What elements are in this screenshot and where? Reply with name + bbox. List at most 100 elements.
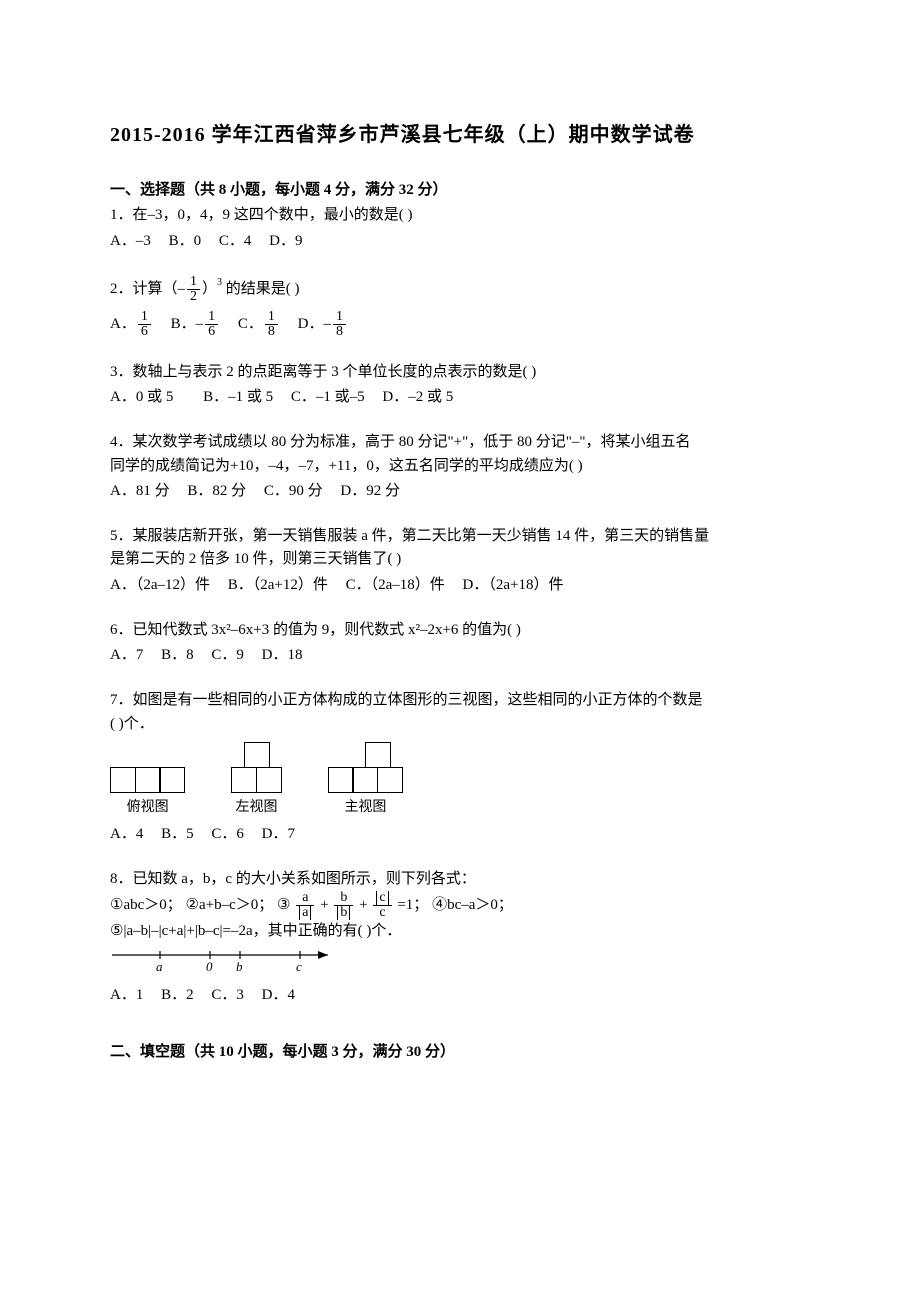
q2-opt-c: C．18 [238, 310, 280, 339]
question-3: 3．数轴上与表示 2 的点距离等于 3 个单位长度的点表示的数是( ) A．0 … [110, 361, 810, 410]
q2d-num: 1 [333, 310, 346, 325]
q8-items: ①abc＞0； ②a+b–c＞0； ③ aa + bb + cc =1； ④bc… [110, 891, 810, 920]
q8-opt-c: C．3 [211, 984, 244, 1007]
q3-opt-a: A．0 或 5 [110, 386, 173, 409]
q8-f2d: b [334, 906, 353, 920]
front-view: 主视图 [328, 744, 403, 819]
q2a-den: 6 [138, 325, 151, 339]
question-6: 6．已知代数式 3x²–6x+3 的值为 9，则代数式 x²–2x+6 的值为(… [110, 619, 810, 668]
left-view: 左视图 [231, 744, 282, 819]
q2-frac-den: 2 [187, 290, 200, 304]
q8-f3n-abs: c [376, 891, 388, 905]
q8-opt-a: A．1 [110, 984, 143, 1007]
q2a-num: 1 [138, 310, 151, 325]
q8-item3-pre: ③ [277, 897, 290, 913]
q5-opt-b: B．（2a+12）件 [228, 574, 328, 597]
q4-opt-b: B．82 分 [187, 480, 246, 503]
q3-opt-d: D．–2 或 5 [382, 386, 453, 409]
q2-mid: ） [202, 281, 217, 297]
front-view-label: 主视图 [328, 797, 403, 819]
q2-optB-label: B．– [171, 316, 204, 332]
q2-prefix: 2．计算（– [110, 281, 185, 297]
question-4: 4．某次数学考试成绩以 80 分为标准，高于 80 分记"+"，低于 80 分记… [110, 431, 810, 503]
q5-l2: 是第二天的 2 倍多 10 件，则第三天销售了( ) [110, 548, 810, 571]
q2-frac: 12 [187, 275, 200, 304]
nl-c: c [296, 959, 302, 973]
q8-frac2: bb [334, 891, 353, 920]
top-view-label: 俯视图 [110, 797, 185, 819]
q5-opt-c: C．（2a–18）件 [346, 574, 445, 597]
section-2-heading: 二、填空题（共 10 小题，每小题 3 分，满分 30 分） [110, 1041, 810, 1064]
q7-opt-d: D．7 [262, 823, 295, 846]
q6-opt-c: C．9 [211, 644, 244, 667]
q2-suffix: 的结果是( ) [222, 281, 300, 297]
q1-opt-a: A．–3 [110, 230, 151, 253]
q3-opt-b: B．–1 或 5 [203, 386, 273, 409]
q8-item3-eq: =1 [397, 897, 413, 913]
q2-opt-d: D．–18 [298, 310, 348, 339]
question-7: 7．如图是有一些相同的小正方体构成的立体图形的三视图，这些相同的小正方体的个数是… [110, 689, 810, 846]
section-1-heading: 一、选择题（共 8 小题，每小题 4 分，满分 32 分） [110, 179, 810, 202]
q1-opt-d: D．9 [269, 230, 302, 253]
q8-f1d: a [296, 906, 314, 920]
q8-frac3: cc [373, 891, 391, 920]
q8-item4: ④bc–a＞0； [432, 897, 513, 913]
q2c-num: 1 [265, 310, 278, 325]
page-title: 2015-2016 学年江西省萍乡市芦溪县七年级（上）期中数学试卷 [110, 120, 810, 151]
q2-optD-label: D．– [298, 316, 331, 332]
q7-opt-c: C．6 [211, 823, 244, 846]
q7-opt-a: A．4 [110, 823, 143, 846]
q5-l1: 5．某服装店新开张，第一天销售服装 a 件，第二天比第一天少销售 14 件，第三… [110, 525, 810, 548]
q2-opt-a: A．16 [110, 310, 153, 339]
q8-frac1: aa [296, 891, 314, 920]
q2b-den: 6 [205, 325, 218, 339]
q4-opt-c: C．90 分 [264, 480, 323, 503]
q8-opt-b: B．2 [161, 984, 194, 1007]
q2-opt-b: B．–16 [171, 310, 221, 339]
q2-optA-label: A． [110, 316, 136, 332]
q8-item1: ①abc＞0； [110, 897, 182, 913]
q1-opt-b: B．0 [169, 230, 202, 253]
q2-text: 2．计算（–12）3 的结果是( ) [110, 275, 810, 304]
q1-text: 1．在–3，0，4，9 这四个数中，最小的数是( ) [110, 204, 810, 227]
q4-l2: 同学的成绩简记为+10，–4，–7，+11，0，这五名同学的平均成绩应为( ) [110, 455, 810, 478]
left-view-label: 左视图 [231, 797, 282, 819]
q8-f1d-abs: a [299, 906, 311, 920]
q4-opt-d: D．92 分 [340, 480, 400, 503]
q6-text: 6．已知代数式 3x²–6x+3 的值为 9，则代数式 x²–2x+6 的值为(… [110, 619, 810, 642]
q4-l1: 4．某次数学考试成绩以 80 分为标准，高于 80 分记"+"，低于 80 分记… [110, 431, 810, 454]
nl-b: b [236, 959, 243, 973]
q4-opt-a: A．81 分 [110, 480, 170, 503]
q8-item3: ③ aa + bb + cc =1； [277, 897, 432, 913]
q2-optC-label: C． [238, 316, 263, 332]
q7-opt-b: B．5 [161, 823, 194, 846]
q2c-den: 8 [265, 325, 278, 339]
q6-opt-a: A．7 [110, 644, 143, 667]
q1-opt-c: C．4 [219, 230, 252, 253]
q8-f3d: c [373, 906, 391, 920]
q6-opt-d: D．18 [262, 644, 303, 667]
q7-l2: ( )个． [110, 713, 810, 736]
q6-opt-b: B．8 [161, 644, 194, 667]
q8-f1n: a [296, 891, 314, 906]
q7-l1: 7．如图是有一些相同的小正方体构成的立体图形的三视图，这些相同的小正方体的个数是 [110, 689, 810, 712]
q8-f2d-abs: b [337, 906, 350, 920]
q5-opt-d: D．（2a+18）件 [463, 574, 564, 597]
nl-a: a [156, 959, 163, 973]
q2d-den: 8 [333, 325, 346, 339]
q5-opt-a: A．（2a–12）件 [110, 574, 210, 597]
q8-line3: ⑤|a–b|–|c+a|+|b–c|=–2a，其中正确的有( )个． [110, 920, 810, 943]
q8-item2: ②a+b–c＞0； [186, 897, 274, 913]
q8-f2n: b [334, 891, 353, 906]
question-1: 1．在–3，0，4，9 这四个数中，最小的数是( ) A．–3 B．0 C．4 … [110, 204, 810, 253]
question-5: 5．某服装店新开张，第一天销售服装 a 件，第二天比第一天少销售 14 件，第三… [110, 525, 810, 597]
nl-0: 0 [206, 959, 213, 973]
q8-text: 8．已知数 a，b，c 的大小关系如图所示，则下列各式： [110, 868, 810, 891]
q2-frac-num: 1 [187, 275, 200, 290]
q3-opt-c: C．–1 或–5 [291, 386, 365, 409]
question-8: 8．已知数 a，b，c 的大小关系如图所示，则下列各式： ①abc＞0； ②a+… [110, 868, 810, 1007]
q8-f3n: c [373, 891, 391, 906]
q3-text: 3．数轴上与表示 2 的点距离等于 3 个单位长度的点表示的数是( ) [110, 361, 810, 384]
q8-opt-d: D．4 [262, 984, 295, 1007]
q8-item3-suf: ； [413, 897, 428, 913]
